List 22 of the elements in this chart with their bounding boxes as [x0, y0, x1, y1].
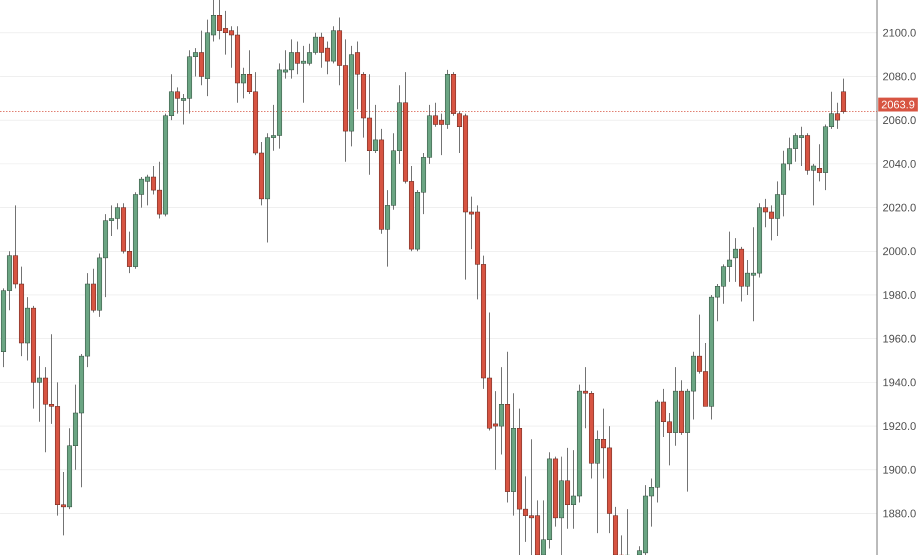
- candlestick: [810, 163, 816, 206]
- y-tick-label: 2000.0: [883, 247, 916, 256]
- y-tick-label: 1940.0: [883, 378, 916, 386]
- candlestick: [816, 144, 822, 182]
- y-tick-label: 2060.0: [883, 116, 916, 124]
- y-tick-label: 2040.0: [883, 160, 916, 168]
- y-tick-label: 1880.0: [883, 510, 916, 518]
- y-tick-label: 2020.0: [883, 204, 916, 212]
- y-tick-label: 1960.0: [883, 334, 916, 343]
- y-tick-label: 1920.0: [883, 422, 916, 430]
- candlestick: [624, 508, 630, 555]
- ref-line-label: 2063.9: [882, 100, 914, 108]
- y-tick-label: 1900.0: [883, 466, 916, 474]
- y-tick-label: 1980.0: [883, 291, 916, 299]
- candlestick: [372, 104, 378, 154]
- candlestick: [294, 41, 300, 75]
- candlestick: [36, 356, 42, 422]
- y-tick-label: 2080.0: [883, 72, 916, 80]
- y-tick-label: 2100.0: [883, 28, 916, 37]
- candlestick: [240, 67, 246, 99]
- candlestick: [732, 238, 738, 282]
- candlestick: [498, 366, 504, 455]
